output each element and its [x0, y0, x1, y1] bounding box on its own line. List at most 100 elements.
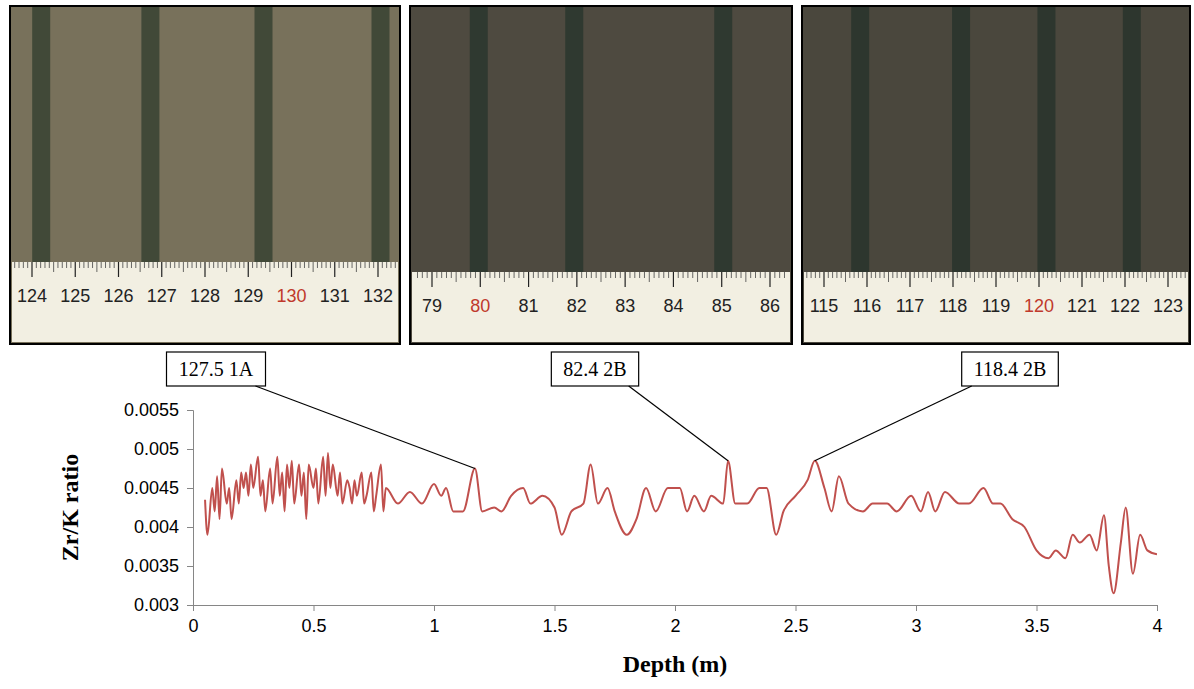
y-axis: 0.0030.00350.0040.00450.0050.0055 — [124, 400, 194, 615]
dark-band — [32, 6, 50, 262]
ruler-minor-tick — [330, 262, 331, 268]
leader-line — [629, 386, 728, 461]
ruler-minor-tick — [1133, 272, 1134, 278]
x-tick-label: 4 — [1152, 616, 1162, 636]
ruler-minor-tick — [282, 262, 283, 268]
ruler-tick — [431, 272, 432, 287]
ruler-minor-tick — [326, 262, 327, 268]
ruler-minor-tick — [927, 272, 928, 278]
ruler-minor-tick — [27, 262, 28, 268]
ruler-minor-tick — [1064, 272, 1065, 278]
ruler-minor-tick — [321, 262, 322, 268]
ruler-minor-tick — [243, 262, 244, 268]
y-tick-label: 0.003 — [134, 595, 179, 615]
ruler-minor-tick — [841, 272, 842, 278]
ruler-minor-tick — [745, 272, 746, 282]
ruler-minor-tick — [460, 272, 461, 278]
ruler-minor-tick — [987, 272, 988, 278]
ruler-minor-tick — [369, 262, 370, 268]
x-tick: 1 — [429, 605, 439, 636]
ruler-minor-tick — [278, 262, 279, 268]
ruler-minor-tick — [1129, 272, 1130, 278]
callout: 82.4 2B — [551, 352, 728, 461]
ruler-minor-tick — [88, 262, 89, 268]
x-tick: 0 — [188, 605, 198, 636]
ruler-tick — [721, 272, 722, 287]
ruler-minor-tick — [1094, 272, 1095, 278]
ruler-label: 116 — [853, 296, 882, 316]
ruler-tick — [995, 272, 996, 287]
ruler-minor-tick — [427, 272, 428, 278]
ruler-label: 124 — [17, 286, 47, 306]
annotations: 127.5 1A82.4 2B118.4 2B — [167, 352, 1059, 469]
ruler-minor-tick — [1107, 272, 1108, 278]
ruler-minor-tick — [562, 272, 563, 278]
ruler-minor-tick — [741, 272, 742, 278]
ruler-minor-tick — [1073, 272, 1074, 278]
ruler-minor-tick — [209, 262, 210, 268]
ruler-minor-tick — [200, 262, 201, 268]
ruler-minor-tick — [57, 262, 58, 268]
ruler-minor-tick — [1146, 272, 1147, 282]
ruler-minor-tick — [40, 262, 41, 268]
ruler-tick — [161, 262, 162, 277]
ruler-tick — [334, 262, 335, 277]
ruler-minor-tick — [485, 272, 486, 278]
dark-band — [470, 6, 488, 272]
dark-band — [1123, 6, 1141, 272]
plot-marks — [205, 453, 1157, 593]
ruler-minor-tick — [62, 262, 63, 268]
ruler-minor-tick — [750, 272, 751, 278]
ruler-minor-tick — [815, 272, 816, 278]
ruler-minor-tick — [313, 262, 314, 272]
ruler-minor-tick — [644, 272, 645, 278]
ruler-minor-tick — [317, 262, 318, 268]
ruler-minor-tick — [914, 272, 915, 278]
x-tick: 3.5 — [1024, 605, 1049, 636]
ruler-minor-tick — [382, 262, 383, 268]
ruler-minor-tick — [1163, 272, 1164, 278]
ruler-minor-tick — [596, 272, 597, 278]
y-tick: 0.0055 — [124, 400, 193, 420]
y-tick-label: 0.005 — [134, 439, 179, 459]
ruler-minor-tick — [1047, 272, 1048, 278]
ruler-minor-tick — [1051, 272, 1052, 278]
ruler-minor-tick — [1056, 272, 1057, 278]
ruler-minor-tick — [884, 272, 885, 278]
ruler-minor-tick — [533, 272, 534, 278]
core-photo: 115116117118119120121122123 — [802, 6, 1190, 344]
ruler-minor-tick — [475, 272, 476, 278]
ruler-minor-tick — [235, 262, 236, 268]
x-tick-mark — [796, 605, 797, 611]
ruler-label: 132 — [363, 286, 393, 306]
ruler-minor-tick — [712, 272, 713, 278]
callout-box — [551, 352, 638, 386]
callout-label: 82.4 2B — [563, 358, 626, 380]
ruler-tick — [952, 272, 953, 287]
ruler-minor-tick — [707, 272, 708, 278]
ruler-minor-tick — [274, 262, 275, 268]
ruler-minor-tick — [131, 262, 132, 268]
x-tick-label: 3.5 — [1024, 616, 1049, 636]
ruler-label: 84 — [663, 296, 683, 316]
ruler-minor-tick — [222, 262, 223, 268]
dark-band — [372, 6, 390, 262]
ruler-label: 130 — [276, 286, 306, 306]
ruler-label: 120 — [1024, 296, 1054, 316]
ruler-minor-tick — [731, 272, 732, 278]
leader-line — [256, 386, 475, 469]
ruler-minor-tick — [586, 272, 587, 278]
ruler-minor-tick — [678, 272, 679, 278]
ruler-minor-tick — [1034, 272, 1035, 278]
ruler-minor-tick — [654, 272, 655, 278]
ruler-label: 125 — [60, 286, 90, 306]
ruler-minor-tick — [755, 272, 756, 278]
dark-band — [255, 6, 273, 262]
dark-band — [714, 6, 732, 272]
ruler-minor-tick — [828, 272, 829, 278]
x-tick-label: 1 — [429, 616, 439, 636]
ruler-minor-tick — [157, 262, 158, 268]
ruler-minor-tick — [875, 272, 876, 278]
ruler-minor-tick — [983, 272, 984, 278]
ruler-tick — [576, 272, 577, 287]
